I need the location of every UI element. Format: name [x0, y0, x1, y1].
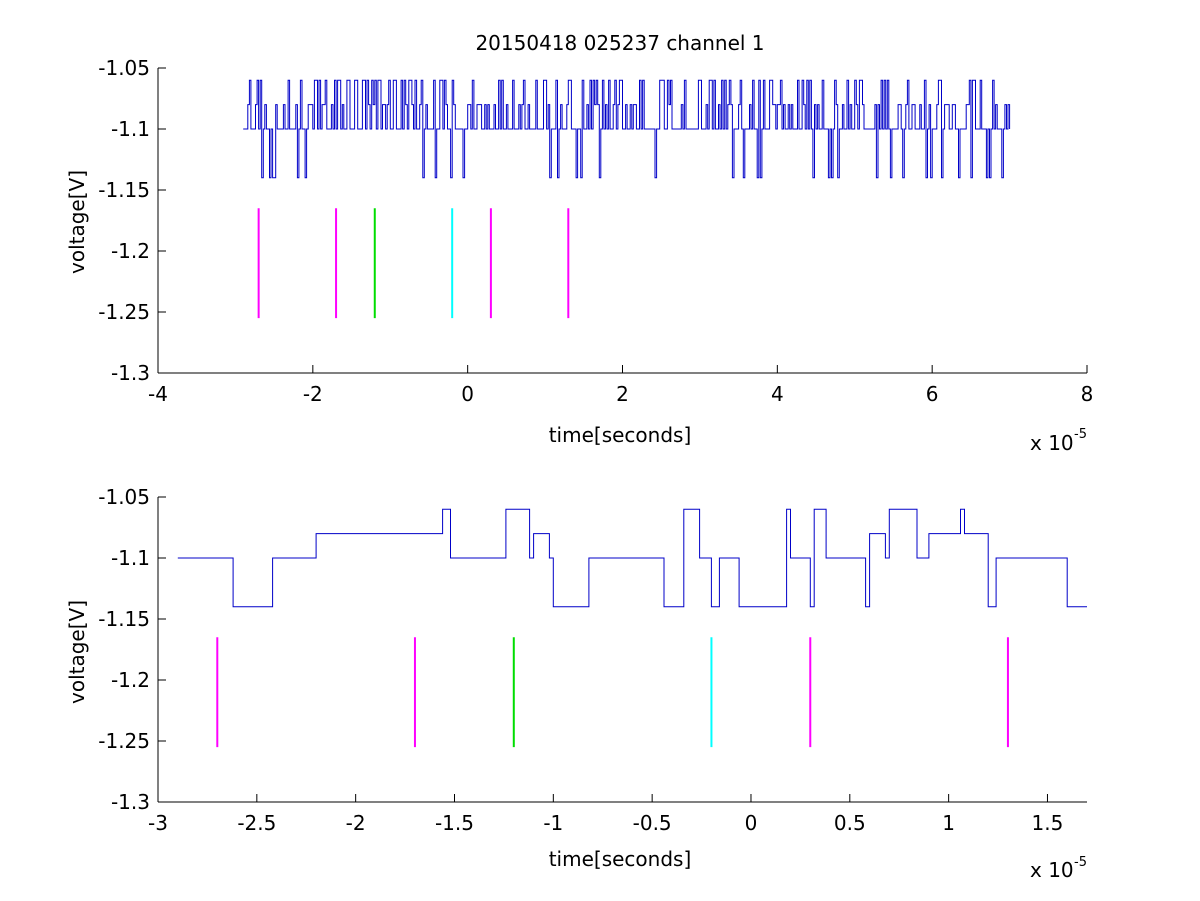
bottom-plot-y-tick-label: -1.3 [111, 790, 150, 814]
bottom-plot-x-tick-label: 0.5 [834, 811, 866, 835]
top-plot-ylabel: voltage[V] [65, 170, 89, 274]
top-plot-x-tick-label: 8 [1081, 382, 1094, 406]
bottom-plot-x-tick-label: 0 [745, 811, 758, 835]
top-plot-signal-trace [243, 79, 1011, 179]
top-plot-signal [243, 79, 1011, 179]
top-plot-y-tick-label: -1.2 [111, 239, 150, 263]
top-plot-xlabel: time[seconds] [549, 423, 692, 447]
top-plot-x-tick-label: 6 [926, 382, 939, 406]
top-plot-y-tick-label: -1.25 [98, 300, 150, 324]
bottom-plot-x-tick-label: 1.5 [1032, 811, 1064, 835]
bottom-plot-exponent-power: -5 [1074, 855, 1087, 870]
bottom-plot-y-tick-label: -1.25 [98, 729, 150, 753]
top-plot-x-tick-label: -4 [148, 382, 168, 406]
bottom-plot-x-tick-label: 1 [942, 811, 955, 835]
bottom-plot-x-tick-label: -3 [148, 811, 168, 835]
bottom-plot-markers [216, 637, 1009, 748]
top-plot: -4 -2 0 2 4 6 8 -1.05 -1.1 -1.15 -1.2 -1.25 -1.3 tim… [65, 56, 1093, 455]
bottom-plot-x-tick-label: -1.5 [435, 811, 474, 835]
bottom-plot-signal-trace [177, 508, 1087, 608]
bottom-plot-y-tick-label: -1.15 [98, 607, 150, 631]
top-plot-markers [257, 208, 570, 319]
top-plot-x-tick-label: 0 [461, 382, 474, 406]
bottom-plot-y-tick-label: -1.2 [111, 668, 150, 692]
bottom-plot: -3 -2.5 -2 -1.5 -1 -0.5 0 0.5 1 1.5 -1.05 -1.1 -1.15… [65, 485, 1087, 882]
top-plot-x-tick-label: 4 [771, 382, 784, 406]
bottom-plot-exponent-base: x 10 [1030, 858, 1074, 882]
figure-title: 20150418 025237 channel 1 [475, 31, 764, 55]
top-plot-y-tick-label: -1.3 [111, 361, 150, 385]
top-plot-y-tick-label: -1.1 [111, 117, 150, 141]
bottom-plot-ylabel: voltage[V] [65, 600, 89, 704]
top-plot-exponent-power: -5 [1074, 427, 1087, 442]
top-plot-x-tick-label: -2 [303, 382, 323, 406]
bottom-plot-x-tick-label: -0.5 [633, 811, 672, 835]
bottom-plot-axes: -3 -2.5 -2 -1.5 -1 -0.5 0 0.5 1 1.5 -1.05 -1.1 -1.15… [98, 485, 1087, 835]
top-plot-y-tick-label: -1.15 [98, 178, 150, 202]
bottom-plot-xlabel: time[seconds] [549, 847, 692, 871]
bottom-plot-y-tick-label: -1.05 [98, 485, 150, 509]
bottom-plot-x-tick-label: -2.5 [237, 811, 276, 835]
top-plot-axes: -4 -2 0 2 4 6 8 -1.05 -1.1 -1.15 -1.2 -1.25 -1.3 [98, 56, 1093, 406]
top-plot-exponent-base: x 10 [1030, 431, 1074, 455]
bottom-plot-signal [177, 508, 1087, 608]
bottom-plot-x-tick-label: -2 [346, 811, 366, 835]
bottom-plot-y-tick-label: -1.1 [111, 546, 150, 570]
top-plot-y-tick-label: -1.05 [98, 56, 150, 80]
top-plot-x-tick-label: 2 [616, 382, 629, 406]
bottom-plot-x-tick-label: -1 [543, 811, 563, 835]
